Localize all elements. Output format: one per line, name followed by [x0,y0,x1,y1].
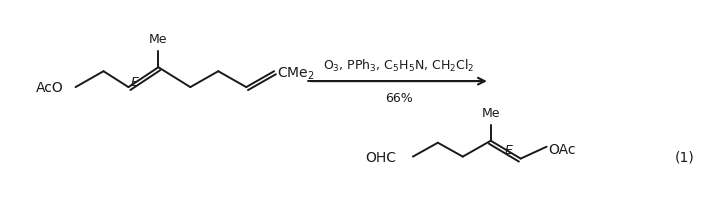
Text: CMe$_2$: CMe$_2$ [277,66,315,82]
Text: OAc: OAc [549,142,576,156]
Text: AcO: AcO [35,81,64,95]
Text: (1): (1) [674,150,695,164]
Text: Me: Me [149,33,168,46]
Text: $E$: $E$ [504,143,513,156]
Text: $E$: $E$ [131,75,140,88]
Text: Me: Me [482,106,500,119]
Text: OHC: OHC [365,150,396,164]
Text: 66%: 66% [385,91,413,104]
Text: O$_3$, PPh$_3$, C$_5$H$_5$N, CH$_2$Cl$_2$: O$_3$, PPh$_3$, C$_5$H$_5$N, CH$_2$Cl$_2… [323,58,474,74]
